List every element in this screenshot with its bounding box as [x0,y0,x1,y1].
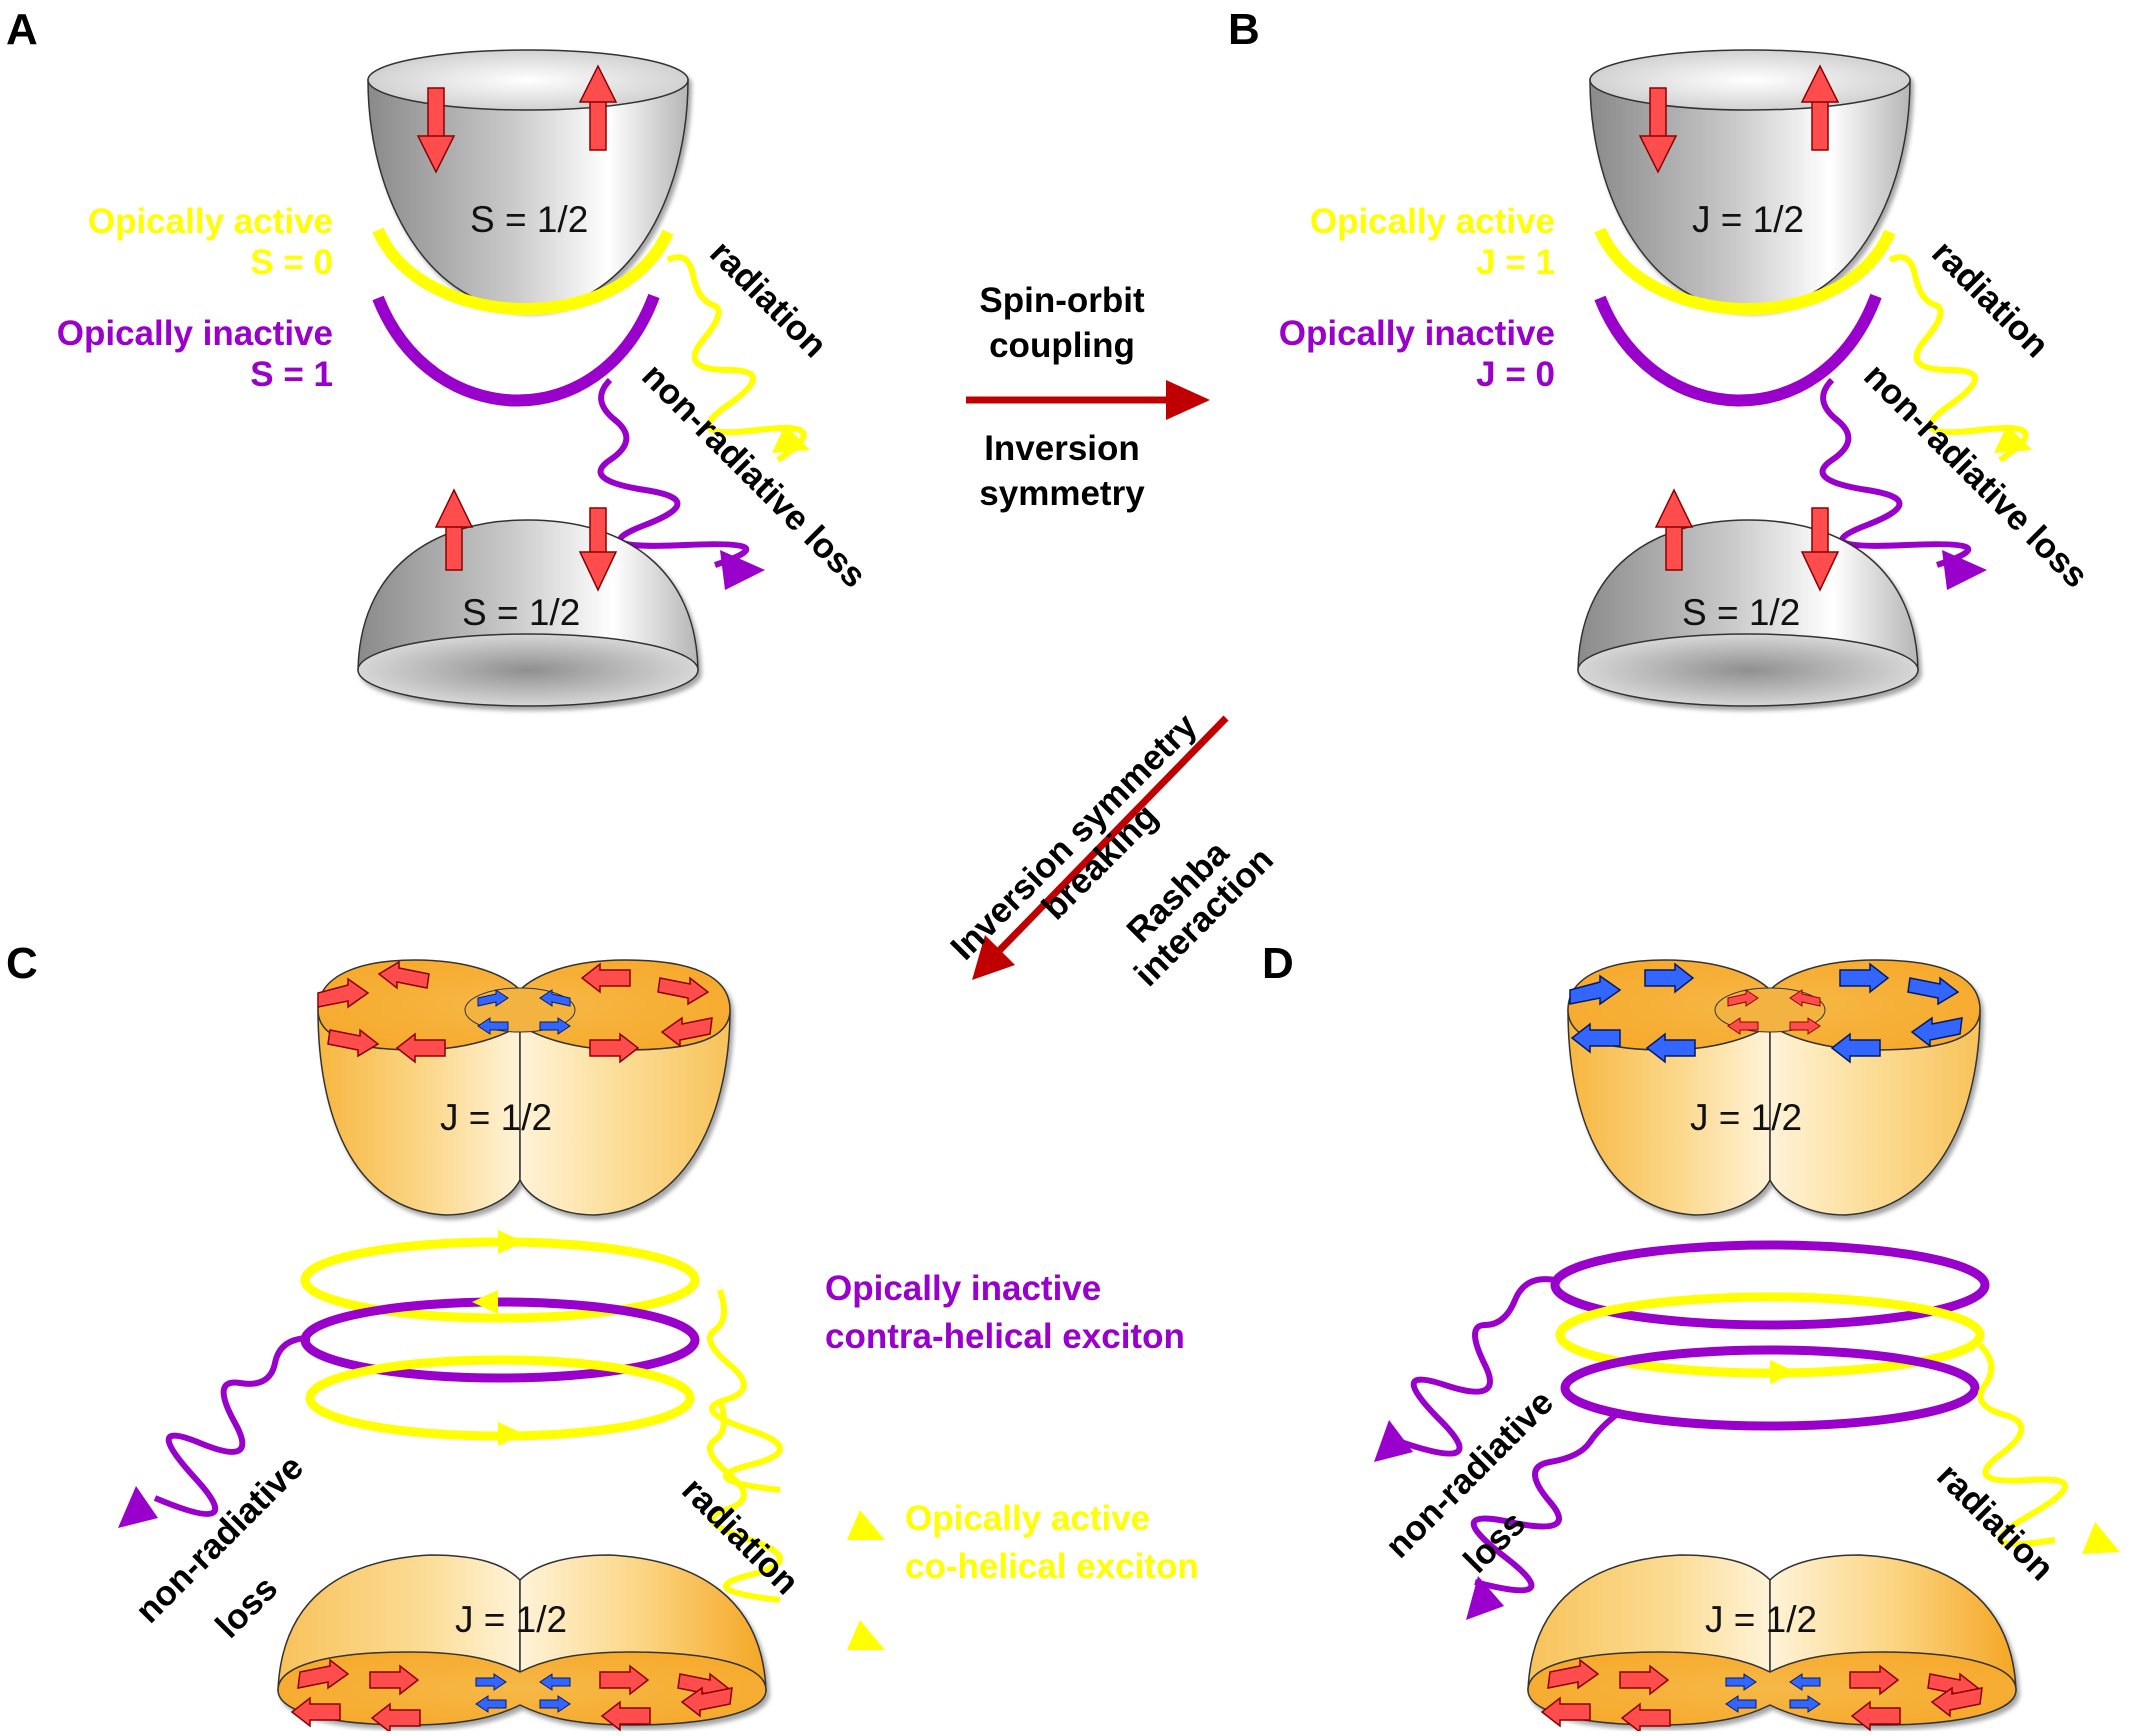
active-label-2: S = 0 [250,243,333,282]
lower-band-label: J = 1/2 [1705,1599,1817,1640]
transition-top-1: Spin-orbit [979,281,1145,320]
radiation-label: radiation [702,233,834,365]
ring-direction-arrow [498,1422,524,1446]
spin-arrows-rim [1540,1658,1983,1734]
radiation-arrowhead [1994,425,2032,453]
nonrad-wave [153,1335,311,1517]
panel-letter-d: D [1262,939,1294,988]
inactive-exciton-ring-upper [1550,1240,1990,1330]
radiation-wave [1977,1342,2068,1548]
spin-arrows-inner [1727,989,1821,1035]
transition-bottom-1: Inversion [984,429,1140,468]
radiation-label: radiation [1924,233,2056,365]
inactive-exciton-curve [1594,293,1882,407]
active-exciton-curve [372,227,674,316]
radiation-wave [707,1399,783,1603]
transition-bottom-2: symmetry [979,474,1145,513]
spin-arrow-down [578,507,618,592]
panel-b: B J = 1/2 Opically active J = 1 Opically… [1228,5,2096,707]
upper-band-label: J = 1/2 [1690,1097,1802,1138]
active-label-2: J = 1 [1476,243,1555,282]
upper-band-label: J = 1/2 [440,1097,552,1138]
radiation-wave [666,254,807,463]
spin-arrow-up [1800,64,1840,151]
active-label-1: Opically active [905,1499,1150,1538]
spin-arrows-inner [475,1673,571,1713]
spin-arrows-rim [290,1658,733,1734]
spin-arrow-down [1800,507,1840,592]
nonrad-label: non-radiative loss [1856,356,2095,595]
ring-direction-arrow [1770,1360,1796,1384]
inactive-label-1: Opically inactive [825,1269,1101,1308]
upper-band-label: S = 1/2 [470,199,588,240]
panel-letter-b: B [1228,5,1260,54]
lower-band-label: J = 1/2 [455,1599,567,1640]
nonrad-label: non-radiative loss [634,356,873,595]
panel-a: A S = 1/2 Opically active S = 0 Opically… [6,5,874,707]
nonrad-wave [1819,377,1972,568]
inactive-label-2: J = 0 [1476,355,1555,394]
lower-band-label: S = 1/2 [1682,592,1800,633]
spin-arrow-down [416,87,456,174]
transition-diagonal: Inversion symmetry breaking Rashba inter… [943,706,1281,994]
active-exciton-curve [1594,227,1896,316]
inactive-exciton-ring [300,1297,700,1383]
inactive-label-1: Opically inactive [57,314,333,353]
inactive-label-2: contra-helical exciton [825,1317,1185,1356]
rashba-arrowhead [972,935,1015,980]
nonrad-wave [1470,1409,1622,1594]
spin-arrows-inner [1725,1673,1821,1713]
nonrad-label-1: non-radiative [128,1448,311,1631]
radiation-wave [1888,254,2029,463]
ring-direction-arrow [472,1290,498,1314]
spin-arrow-down [1638,87,1678,174]
spin-orbit-arrowhead [1166,380,1210,420]
spin-arrows-rim [317,960,713,1064]
active-label-1: Opically active [1310,202,1555,241]
ring-direction-arrow [498,1230,524,1254]
radiation-arrowhead [847,1510,885,1540]
transition-horizontal: Spin-orbit coupling Inversion symmetry [966,281,1210,513]
radiation-arrowhead [847,1620,885,1650]
upper-band-c [317,959,731,1216]
panel-letter-c: C [6,939,38,988]
nonrad-wave [597,377,750,568]
panel-letter-a: A [6,5,38,54]
nonrad-wave [1394,1276,1556,1457]
active-exciton-ring-upper [300,1237,700,1323]
nonrad-arrowhead [1466,1576,1504,1620]
inactive-label-2: S = 1 [250,355,333,394]
active-label-1: Opically active [88,202,333,241]
nonrad-arrowhead [118,1486,158,1528]
inactive-exciton-curve [372,293,660,407]
nonrad-arrowhead [1374,1420,1413,1462]
panel-c: C J = 1/2 [6,939,1199,1734]
active-label-2: co-helical exciton [905,1547,1199,1586]
nonrad-arrowhead [1942,550,1987,590]
lower-band-label: S = 1/2 [462,592,580,633]
rashba-arrow [992,715,1229,958]
panel-d: D J = 1/2 [1262,939,2120,1734]
spin-arrow-up [578,64,618,151]
nonrad-label-2: loss [208,1569,285,1646]
spin-arrow-up [1654,488,1694,571]
transition-top-2: coupling [989,326,1135,365]
radiation-wave [707,1289,783,1493]
inactive-exciton-ring-lower [1560,1345,1980,1431]
spin-arrows-inner [477,989,571,1035]
radiation-arrowhead [2082,1522,2120,1554]
upper-band-label: J = 1/2 [1692,199,1804,240]
radiation-arrowhead [772,425,810,453]
radiation-label: radiation [1929,1456,2061,1588]
spin-arrow-up [434,488,474,571]
nonrad-arrowhead [720,550,765,590]
inactive-label-1: Opically inactive [1279,314,1555,353]
upper-band-d [1567,959,1981,1216]
spin-arrows-rim [1569,962,1963,1064]
